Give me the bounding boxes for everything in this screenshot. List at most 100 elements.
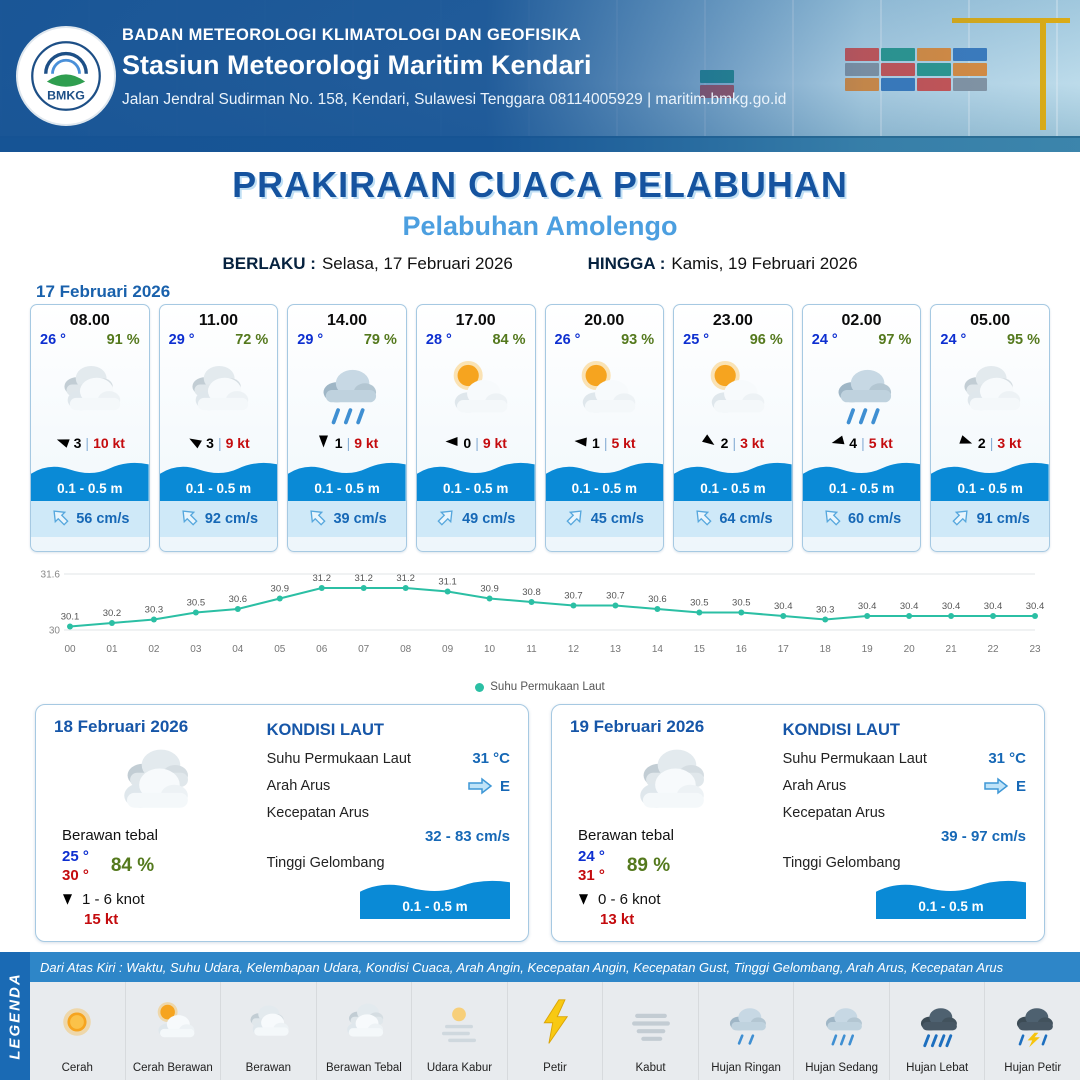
valid-until-label: HINGGA :: [587, 254, 666, 273]
svg-text:01: 01: [106, 644, 118, 655]
wave-icon: [416, 462, 535, 501]
valid-until-value: Kamis, 19 Februari 2026: [671, 254, 858, 273]
wave-height-band: 0.1 - 0.5 m: [545, 457, 664, 501]
forecast-card: 23.00 25 ° 96 % 2 | 3 kt 0.1 - 0.5 m 64 cm/s: [673, 304, 793, 552]
current-direction-label: Arah Arus: [782, 778, 847, 794]
legend-item-label: Kabut: [635, 1062, 666, 1074]
gust-speed: 5 kt: [611, 435, 636, 451]
gust-speed: 9 kt: [225, 435, 250, 451]
forecast-card: 11.00 29 ° 72 % 3 | 9 kt 0.1 - 0.5 m 92 cm/s: [158, 304, 279, 552]
separator: |: [346, 435, 351, 451]
wave-icon: [288, 462, 406, 501]
bmkg-logo: BMKG: [16, 26, 116, 126]
wave-height-band: 0.1 - 0.5 m: [931, 457, 1049, 501]
legend-item-label: Hujan Lebat: [906, 1062, 969, 1074]
berawan-tebal-icon: [338, 982, 390, 1062]
card-time: 17.00: [455, 312, 496, 329]
current-direction-icon: [984, 777, 1009, 795]
wave-icon: [931, 462, 1049, 501]
temp-max: 31 °: [578, 867, 605, 884]
legend-item-label: Cerah: [61, 1062, 93, 1074]
current-direction-icon: [50, 507, 70, 532]
current-direction-icon: [436, 507, 456, 532]
forecast-card: 02.00 24 ° 97 % 4 | 5 kt 0.1 - 0.5 m 60 cm/s: [801, 304, 922, 552]
gust-speed: 13 kt: [600, 911, 635, 928]
weather-condition: Berawan tebal: [578, 827, 674, 844]
wind-speed: 1: [334, 435, 343, 451]
agency-name: BADAN METEOROLOGI KLIMATOLOGI DAN GEOFIS…: [122, 26, 582, 44]
current-direction-value: E: [499, 777, 510, 795]
sea-condition-title: KONDISI LAUT: [266, 721, 384, 739]
current-direction-icon: [565, 507, 585, 532]
svg-text:30.1: 30.1: [61, 612, 80, 623]
svg-text:14: 14: [652, 644, 664, 655]
current-direction-icon: [468, 777, 493, 795]
card-time: 14.00: [327, 312, 368, 329]
wave-height-band: 0.1 - 0.5 m: [674, 457, 792, 501]
wind-speed: 2: [720, 435, 729, 451]
current-row: 91 cm/s: [931, 501, 1049, 537]
chart-legend-label: Suhu Permukaan Laut: [490, 681, 605, 693]
wind-direction-icon: [187, 434, 203, 452]
card-humidity: 79 %: [363, 332, 397, 348]
current-speed-label: Kecepatan Arus: [266, 805, 370, 821]
card-temperature: 29 °: [297, 332, 324, 348]
separator: |: [603, 435, 608, 451]
svg-text:30.5: 30.5: [187, 598, 206, 609]
day-card: 18 Februari 2026 Berawan tebal 25 ° 30 °…: [35, 704, 529, 942]
svg-text:20: 20: [904, 644, 916, 655]
current-speed: 39 cm/s: [333, 511, 387, 527]
legend-item: Cerah Berawan: [126, 982, 222, 1080]
svg-text:06: 06: [316, 644, 328, 655]
current-speed: 60 cm/s: [847, 511, 902, 527]
svg-text:17: 17: [778, 644, 790, 655]
legend-item: Berawan Tebal: [317, 982, 413, 1080]
legend-item-label: Cerah Berawan: [132, 1062, 213, 1074]
current-speed-label: Kecepatan Arus: [782, 805, 886, 821]
wave-height-band: 0.1 - 0.5 m: [802, 457, 921, 501]
wave-icon: [159, 462, 278, 501]
day-card: 19 Februari 2026 Berawan tebal 24 ° 31 °…: [551, 704, 1045, 942]
gust-speed: 3 kt: [997, 435, 1022, 451]
weather-icon: [160, 348, 278, 432]
cerah-icon: [51, 982, 103, 1062]
weather-icon: [546, 348, 664, 432]
svg-text:19: 19: [862, 644, 874, 655]
wind-row: 1 | 9 kt: [288, 432, 406, 454]
card-temperature: 25 °: [683, 332, 710, 348]
wave-height: 0.1 - 0.5 m: [571, 481, 637, 496]
wind-direction-icon: [830, 434, 845, 452]
svg-text:16: 16: [736, 644, 748, 655]
current-row: 39 cm/s: [288, 501, 406, 537]
svg-text:30.6: 30.6: [648, 594, 667, 605]
current-direction-icon: [307, 507, 327, 532]
svg-text:00: 00: [64, 644, 76, 655]
port-name: Pelabuhan Amolengo: [402, 211, 678, 241]
current-speed: 56 cm/s: [76, 511, 130, 527]
weather-icon: [31, 348, 149, 432]
sst-chart: 30 31.6 30.1 00 30.2 01 30.3 02 30.5 03 30.6 04 30.9…: [30, 558, 1050, 681]
current-direction-value: E: [1015, 777, 1026, 795]
wind-row: 2 | 3 kt: [674, 432, 792, 454]
wind-row: 4 | 5 kt: [803, 432, 921, 454]
wave-height: 0.1 - 0.5 m: [957, 481, 1023, 496]
svg-text:30.3: 30.3: [816, 605, 835, 616]
svg-text:02: 02: [148, 644, 160, 655]
forecast-card: 08.00 26 ° 91 % 3 | 10 kt 0.1 - 0.5 m 56 cm/s: [30, 304, 150, 552]
gust-speed: 10 kt: [93, 435, 125, 451]
wind-row: 1 | 5 kt: [546, 432, 664, 454]
day-summary-section: 18 Februari 2026 Berawan tebal 25 ° 30 °…: [0, 694, 1080, 942]
legend-item: Hujan Petir: [985, 982, 1080, 1080]
berawan-icon: [242, 982, 294, 1062]
kabut-icon: [625, 982, 677, 1062]
wave-height-band: 0.1 - 0.5 m: [876, 875, 1026, 919]
card-temperature: 29 °: [168, 332, 195, 348]
current-row: 49 cm/s: [416, 501, 535, 537]
current-speed: 64 cm/s: [719, 511, 773, 527]
hujan-petir-icon: [1007, 982, 1059, 1062]
separator: |: [732, 435, 737, 451]
legend-note: Dari Atas Kiri : Waktu, Suhu Udara, Kele…: [30, 952, 1080, 982]
current-direction-icon: [179, 507, 199, 532]
svg-text:05: 05: [274, 644, 286, 655]
svg-text:30.2: 30.2: [103, 608, 122, 619]
